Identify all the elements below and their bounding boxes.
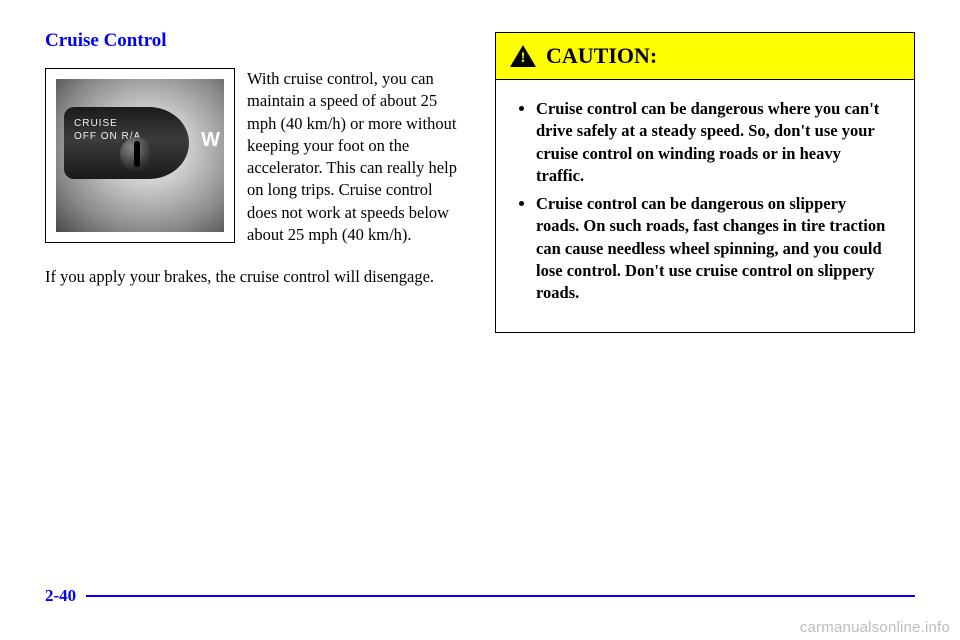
right-column: CAUTION: Cruise control can be dangerous… (495, 30, 915, 333)
photo-inner: CRUISE OFF ON R/A W (56, 79, 224, 232)
caution-box: CAUTION: Cruise control can be dangerous… (495, 32, 915, 333)
footer-rule (86, 595, 915, 597)
page-footer: 2-40 (45, 586, 915, 606)
two-column-layout: Cruise Control CRUISE OFF ON R/A W With … (45, 30, 915, 333)
caution-body: Cruise control can be dangerous where yo… (496, 80, 914, 332)
caution-header: CAUTION: (496, 33, 914, 80)
watermark-text: carmanualsonline.info (800, 619, 950, 636)
caution-bullet: Cruise control can be dangerous on slipp… (536, 193, 892, 304)
page-number: 2-40 (45, 586, 76, 606)
caution-title: CAUTION: (546, 43, 657, 69)
cruise-stalk-photo: CRUISE OFF ON R/A W (45, 68, 235, 243)
stalk-knob (120, 137, 154, 171)
manual-page: Cruise Control CRUISE OFF ON R/A W With … (0, 0, 960, 640)
intro-paragraph: With cruise control, you can maintain a … (247, 68, 465, 246)
left-column: Cruise Control CRUISE OFF ON R/A W With … (45, 30, 465, 333)
caution-bullet: Cruise control can be dangerous where yo… (536, 98, 892, 187)
section-heading: Cruise Control (45, 30, 465, 52)
intro-row: CRUISE OFF ON R/A W With cruise control,… (45, 68, 465, 246)
disengage-paragraph: If you apply your brakes, the cruise con… (45, 266, 465, 288)
warning-triangle-icon (510, 45, 536, 67)
stalk-label-line1: CRUISE (74, 117, 141, 130)
stalk-side-letter: W (201, 129, 220, 152)
caution-list: Cruise control can be dangerous where yo… (518, 98, 892, 304)
